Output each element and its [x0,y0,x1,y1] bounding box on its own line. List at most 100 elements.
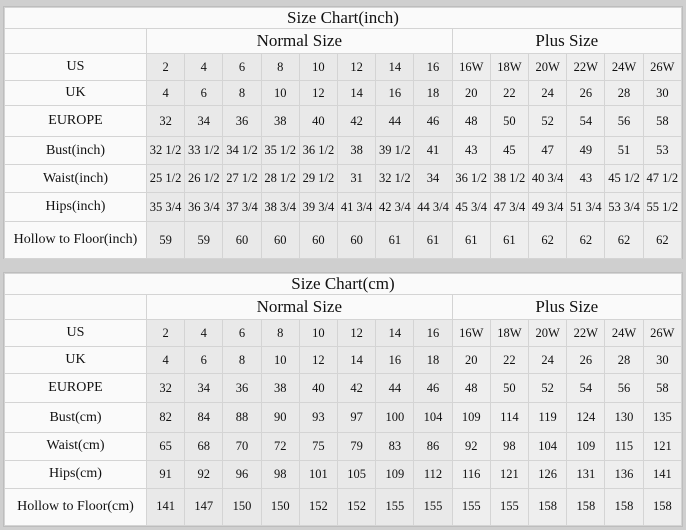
empty-corner-cell [4,294,147,321]
size-value-cell: 35 3/4 [145,192,186,222]
size-value-cell: 47 1/2 [642,164,683,193]
row-label: US [4,53,147,81]
size-value-cell: 42 3/4 [375,192,415,222]
size-value-cell: 42 [337,373,377,404]
size-value-cell: 31 [337,164,377,193]
size-value-cell: 28 [604,346,644,375]
size-value-cell: 26W [642,319,683,348]
chart-title: Size Chart(cm) [4,272,682,296]
size-value-cell: 109 [375,459,415,489]
size-value-cell: 54 [566,105,606,137]
size-value-cell: 16 [375,346,415,375]
size-value-cell: 36 [222,105,262,137]
size-table: Size Chart(inch) Normal Size Plus Size US 2 4… [4,7,683,259]
size-value-cell: 6 [222,319,262,348]
size-value-cell: 147 [184,487,224,527]
size-value-cell: 115 [604,431,644,461]
size-value-cell: 36 [222,373,262,404]
size-value-cell: 20W [528,319,568,348]
size-value-cell: 82 [145,402,186,433]
size-value-cell: 53 3/4 [604,192,644,222]
title-row: Size Chart(cm) [4,272,682,296]
size-chart-inch: Size Chart(inch) Normal Size Plus Size US 2 4… [3,6,683,259]
size-value-cell: 14 [337,80,377,106]
row-label: Hips(cm) [4,459,147,489]
row-label: UK [4,346,147,375]
group-header-row: Normal Size Plus Size [4,294,683,321]
size-value-cell: 18 [413,80,453,106]
title-row: Size Chart(inch) [4,7,682,29]
row-label: Bust(cm) [4,402,147,433]
size-value-cell: 44 [375,105,415,137]
size-value-cell: 16 [375,80,415,106]
size-value-cell: 45 1/2 [604,164,644,193]
normal-size-header: Normal Size [146,28,453,54]
size-value-cell: 55 1/2 [642,192,683,222]
size-value-cell: 12 [298,346,339,375]
size-value-cell: 12 [337,53,377,81]
plus-size-header: Plus Size [451,28,683,54]
row-label: Hollow to Floor(cm) [4,487,147,527]
size-value-cell: 38 3/4 [260,192,300,222]
table-row: Hips(cm) 91 92 96 98 101 105 109 112 116 121 126 131… [4,459,683,489]
size-value-cell: 12 [337,319,377,348]
table-row: UK 4 6 8 10 12 14 16 18 20 22 24 26 28 30 [4,346,683,375]
table-row: Hollow to Floor(cm) 141 147 150 150 152 152 155… [4,487,683,527]
size-value-cell: 20 [451,80,491,106]
row-label: EUROPE [4,373,147,404]
table-row: Waist(cm) 65 68 70 72 75 79 83 86 92 98 104 109 115 12… [4,431,683,461]
size-value-cell: 4 [184,319,224,348]
size-value-cell: 36 1/2 [451,164,491,193]
row-label: Waist(cm) [4,431,147,461]
size-value-cell: 152 [298,487,339,527]
size-value-cell: 4 [145,346,186,375]
size-value-cell: 150 [222,487,262,527]
size-value-cell: 26 [566,346,606,375]
size-value-cell: 155 [413,487,453,527]
size-value-cell: 14 [337,346,377,375]
size-value-cell: 98 [260,459,300,489]
size-value-cell: 97 [337,402,377,433]
size-value-cell: 53 [642,136,683,165]
size-value-cell: 105 [337,459,377,489]
size-value-cell: 24W [604,53,644,81]
row-label: Hips(inch) [4,192,147,222]
size-value-cell: 46 [413,105,453,137]
size-value-cell: 75 [298,431,339,461]
table-row: Hollow to Floor(inch) 59 59 60 60 60 60 61 61 61 6… [4,221,683,259]
size-value-cell: 43 [566,164,606,193]
size-value-cell: 8 [222,346,262,375]
size-value-cell: 61 [413,221,453,259]
size-value-cell: 101 [298,459,339,489]
size-value-cell: 59 [184,221,224,259]
size-value-cell: 38 [260,373,300,404]
size-value-cell: 38 [260,105,300,137]
size-value-cell: 109 [566,431,606,461]
size-value-cell: 44 3/4 [413,192,453,222]
size-value-cell: 30 [642,80,683,106]
size-value-cell: 2 [145,319,186,348]
size-value-cell: 135 [642,402,683,433]
size-value-cell: 10 [298,53,339,81]
size-value-cell: 60 [260,221,300,259]
normal-size-header: Normal Size [146,294,453,321]
size-value-cell: 6 [222,53,262,81]
size-value-cell: 10 [260,80,300,106]
size-value-cell: 18W [489,53,530,81]
size-value-cell: 130 [604,402,644,433]
size-value-cell: 92 [451,431,491,461]
size-value-cell: 56 [604,373,644,404]
size-value-cell: 34 1/2 [222,136,262,165]
size-value-cell: 4 [184,53,224,81]
size-value-cell: 28 [604,80,644,106]
size-value-cell: 22 [489,80,530,106]
size-value-cell: 30 [642,346,683,375]
size-value-cell: 90 [260,402,300,433]
empty-corner-cell [4,28,147,54]
row-label: Waist(inch) [4,164,147,193]
size-value-cell: 16 [413,319,453,348]
size-chart-cm: Size Chart(cm) Normal Size Plus Size US 2 4 6 8… [3,272,683,527]
size-value-cell: 39 1/2 [375,136,415,165]
size-value-cell: 104 [413,402,453,433]
size-value-cell: 150 [260,487,300,527]
